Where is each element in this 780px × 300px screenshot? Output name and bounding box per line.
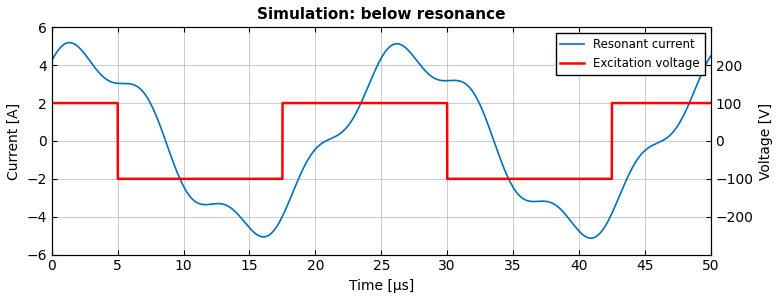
Excitation voltage: [663, 101, 672, 105]
Resonant current: [706, 54, 715, 58]
Line: Resonant current: Resonant current: [51, 43, 711, 238]
Excitation voltage: [211, 177, 221, 181]
Resonant current: [470, 93, 480, 97]
Y-axis label: Voltage [V]: Voltage [V]: [759, 102, 773, 179]
Excitation voltage: [359, 101, 368, 105]
Title: Simulation: below resonance: Simulation: below resonance: [257, 7, 505, 22]
Excitation voltage: [519, 177, 528, 181]
Line: Excitation voltage: Excitation voltage: [51, 103, 711, 179]
Excitation voltage: [445, 177, 455, 181]
Resonant current: [519, 197, 528, 201]
Resonant current: [47, 59, 56, 62]
Resonant current: [211, 202, 221, 206]
Resonant current: [445, 79, 455, 82]
Legend: Resonant current, Excitation voltage: Resonant current, Excitation voltage: [555, 33, 705, 74]
Resonant current: [663, 135, 672, 139]
Excitation voltage: [706, 101, 715, 105]
Excitation voltage: [47, 101, 56, 105]
X-axis label: Time [μs]: Time [μs]: [349, 279, 414, 293]
Resonant current: [587, 236, 596, 240]
Y-axis label: Current [A]: Current [A]: [7, 102, 21, 179]
Excitation voltage: [113, 177, 122, 181]
Excitation voltage: [470, 177, 480, 181]
Resonant current: [65, 41, 74, 44]
Resonant current: [359, 96, 368, 99]
